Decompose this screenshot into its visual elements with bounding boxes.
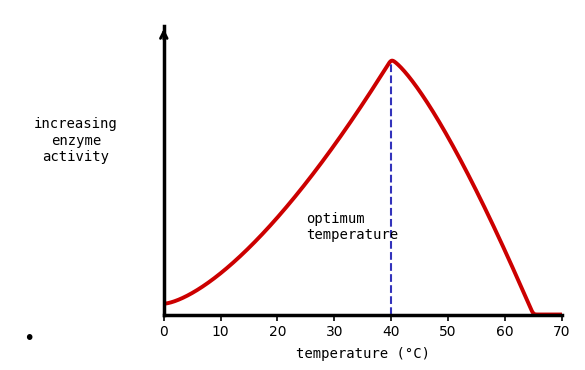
- X-axis label: temperature (°C): temperature (°C): [295, 347, 430, 361]
- Text: optimum
temperature: optimum temperature: [306, 212, 398, 242]
- Text: increasing
enzyme
activity: increasing enzyme activity: [34, 117, 118, 164]
- Text: •: •: [23, 329, 35, 348]
